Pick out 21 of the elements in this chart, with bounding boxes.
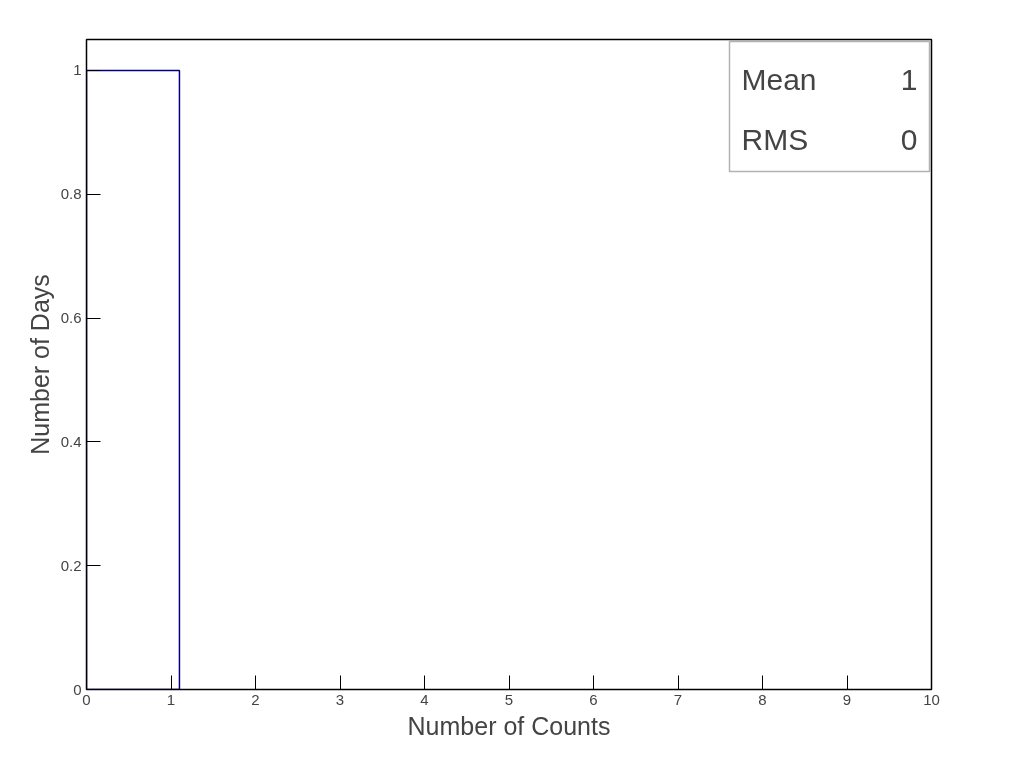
annotation: 0 [900, 122, 918, 156]
x-tick-label: 1 [166, 690, 176, 708]
annotation: RMS [741, 123, 809, 156]
y-tick-label: 0.4 [60, 432, 82, 450]
x-tick-label: 7 [673, 690, 683, 708]
y-axis-title: Number of Days [25, 274, 54, 455]
x-tick-label: 3 [335, 690, 345, 708]
y-tick-label: 0.2 [60, 556, 82, 574]
annotation: 1 [900, 62, 918, 96]
x-tick-label: 4 [420, 690, 429, 708]
x-tick-label: 8 [758, 690, 767, 708]
x-tick-label: 10 [923, 690, 940, 708]
x-tick-label: 6 [589, 690, 598, 708]
x-tick-label: 2 [251, 690, 260, 708]
x-tick-label: 5 [504, 690, 514, 708]
y-tick-label: 0.6 [60, 309, 82, 327]
y-tick-label: 0.8 [60, 185, 82, 203]
y-tick-label: 1 [73, 61, 82, 79]
annotation: Mean [741, 63, 817, 96]
x-axis-title: Number of Counts [407, 711, 611, 740]
x-tick-label: 9 [842, 690, 852, 708]
